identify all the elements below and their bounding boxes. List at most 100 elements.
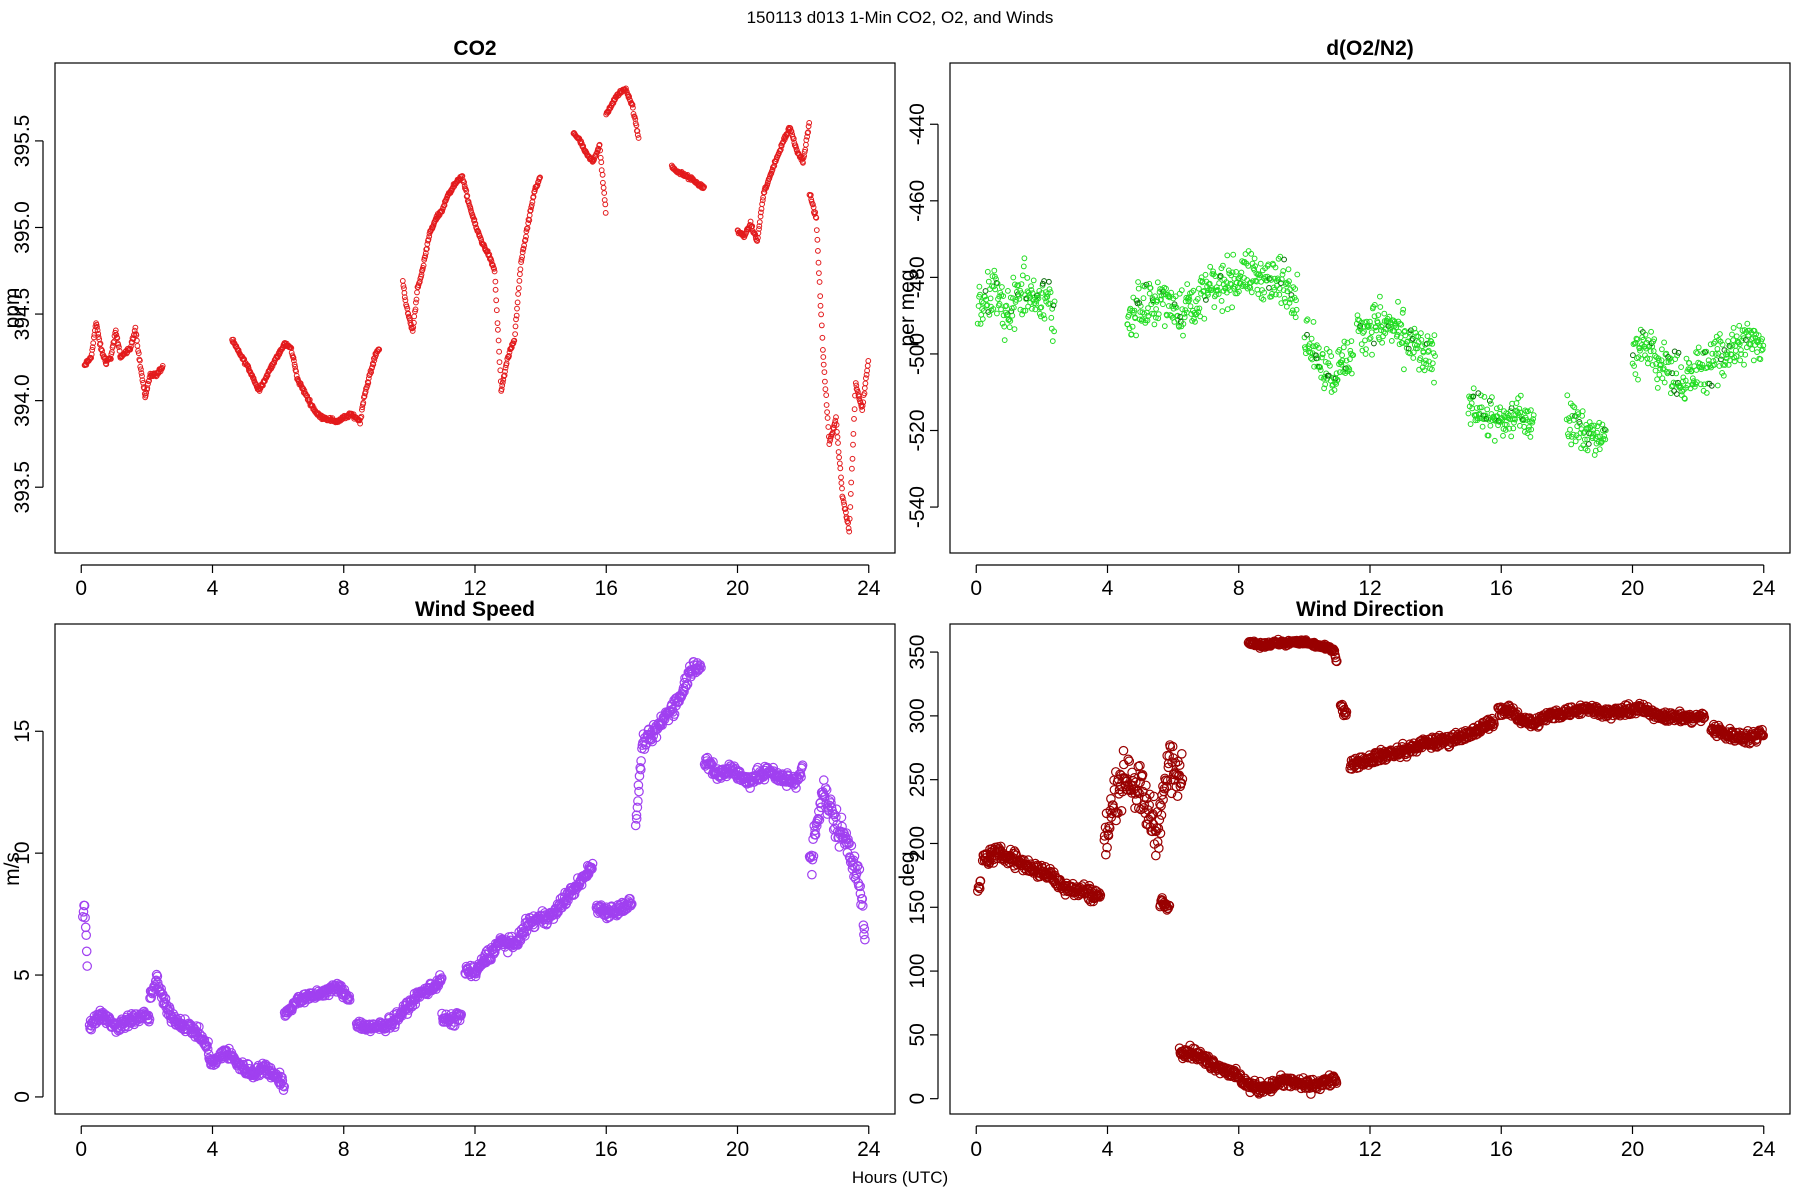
data-point [820,361,827,368]
data-points [81,85,872,535]
data-point [1375,312,1382,319]
data-point [1233,269,1239,275]
data-point [855,881,865,892]
data-point [1430,350,1437,357]
data-point [1366,336,1373,342]
data-point [1386,313,1393,320]
data-point [1151,826,1161,837]
data-point [1041,315,1048,322]
data-point [1632,371,1639,378]
data-point [814,236,821,243]
data-point [1699,364,1705,371]
data-point [1036,310,1043,317]
data-point [1141,780,1151,791]
data-point [454,1015,465,1026]
data-point [1731,358,1738,365]
data-point [1289,307,1296,314]
data-point [1397,334,1404,341]
data-point [145,381,151,387]
data-point [984,268,991,275]
data-point [1750,335,1756,342]
data-point [1482,412,1489,419]
data-point [1347,356,1353,363]
data-point [513,316,519,323]
y-tick-label: 10 [11,841,34,864]
data-point [1209,287,1215,293]
data-point [1371,313,1378,320]
data-point [805,129,811,136]
data-point [1634,336,1641,343]
data-point [369,364,376,371]
data-point [791,139,798,146]
data-point [1570,431,1577,438]
data-point [436,973,447,983]
data-point [401,294,408,301]
data-point [1020,307,1027,314]
data-point [849,871,859,882]
data-point [1220,262,1226,269]
data-point [1741,361,1747,368]
data-point [1431,332,1438,339]
data-point [1594,423,1601,430]
data-point [1307,349,1314,356]
data-point [835,449,842,455]
data-point [1759,346,1766,353]
data-point [820,347,826,353]
figure-x-axis-label: Hours (UTC) [852,1168,948,1187]
data-point [998,306,1004,313]
data-point [1317,364,1323,371]
data-point [518,256,525,263]
data-point [528,204,535,211]
data-point [486,954,496,965]
data-point [91,331,98,338]
data-point [1315,355,1321,362]
data-point [793,144,799,151]
data-point [1172,293,1179,300]
data-point [1733,333,1740,340]
data-point [818,322,825,329]
data-point [1241,259,1248,265]
data-point [1219,308,1226,315]
data-point [1591,422,1597,429]
data-point [1188,289,1195,296]
panel-title: d(O2/N2) [1326,37,1414,60]
data-point [113,331,120,338]
data-point [803,137,810,144]
data-point [819,334,826,341]
data-point [518,259,524,266]
data-point [1258,278,1264,285]
data-point [1656,371,1663,378]
data-point [1215,287,1221,294]
data-point [416,279,423,285]
data-point [137,357,143,364]
data-point [491,265,498,272]
data-point [1565,433,1572,440]
data-point [1133,332,1139,339]
data-point [856,899,866,910]
data-point [142,392,149,399]
data-point [534,182,541,189]
data-point [1116,805,1127,816]
data-point [1006,324,1013,331]
data-point [1470,385,1477,392]
data-point [461,179,468,186]
data-point [849,465,855,472]
data-point [1350,352,1357,359]
data-point [1720,372,1727,379]
data-point [1154,279,1161,286]
data-point [1730,325,1737,331]
data-point [1294,271,1301,278]
data-point [269,363,276,370]
data-point [116,348,123,354]
data-point [1288,310,1295,316]
data-point [1651,336,1658,343]
data-point [1013,297,1019,303]
data-point [494,320,501,327]
data-point [751,230,758,237]
data-point [194,1022,204,1032]
data-point [863,371,870,378]
data-point [1397,320,1403,327]
data-point [230,336,237,343]
data-point [976,283,983,290]
data-point [823,402,830,408]
